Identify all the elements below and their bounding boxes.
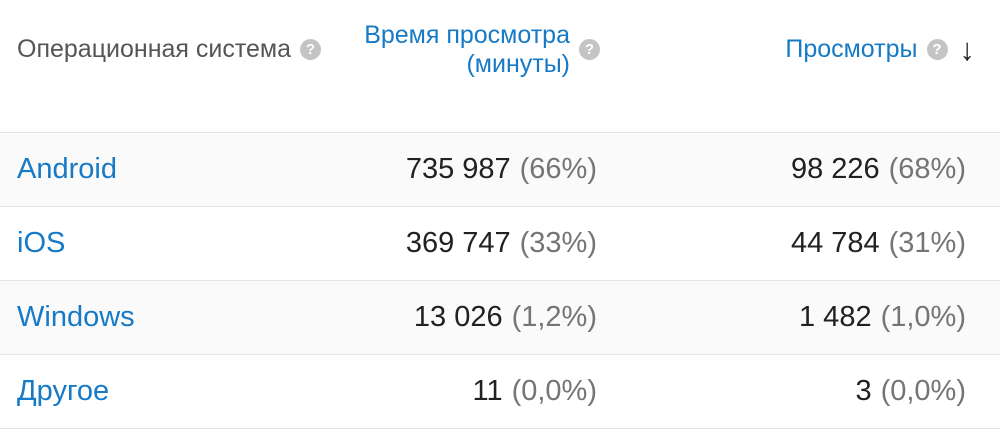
column-header-watch-time[interactable]: Время просмотра (минуты) ? [340,21,600,79]
views-value: 98 226 [790,153,880,185]
os-link[interactable]: iOS [17,227,66,259]
watch-time-cell: 735 987 (66%) [340,153,600,186]
os-cell: iOS [0,227,340,260]
watch-time-percent: (1,2%) [511,301,597,333]
views-cell: 98 226 (68%) [600,153,1000,186]
views-cell: 44 784 (31%) [600,227,1000,260]
views-value: 44 784 [790,227,880,259]
table-row: iOS 369 747 (33%) 44 784 (31%) [0,207,1000,281]
views-percent: (0,0%) [880,375,966,407]
watch-time-value: 369 747 [405,227,511,259]
watch-time-value: 11 [472,375,503,407]
table-row: Другое 11 (0,0%) 3 (0,0%) [0,355,1000,429]
os-link[interactable]: Другое [17,375,110,407]
help-icon[interactable]: ? [926,39,948,60]
views-value: 3 [855,375,872,407]
watch-time-cell: 369 747 (33%) [340,227,600,260]
views-percent: (68%) [888,153,966,185]
table-header-row: Операционная система ? Время просмотра (м… [0,0,1000,133]
os-link[interactable]: Android [17,153,117,185]
watch-time-percent: (33%) [519,227,597,259]
os-cell: Windows [0,301,340,334]
os-cell: Android [0,153,340,186]
views-cell: 1 482 (1,0%) [600,301,1000,334]
views-percent: (1,0%) [880,301,966,333]
help-icon[interactable]: ? [300,39,322,60]
column-header-views[interactable]: Просмотры ? ↓ [600,34,1000,65]
column-header-os-label: Операционная система [17,35,292,63]
views-cell: 3 (0,0%) [600,375,1000,408]
table-row: Android 735 987 (66%) 98 226 (68%) [0,133,1000,207]
column-header-watch-time-label: Время просмотра (минуты) [364,21,570,79]
watch-time-cell: 13 026 (1,2%) [340,301,600,334]
sort-desc-icon: ↓ [959,32,976,67]
help-icon[interactable]: ? [579,39,600,60]
watch-time-label-line1: Время просмотра [364,20,570,49]
column-header-views-label: Просмотры [785,35,918,63]
watch-time-value: 13 026 [413,301,503,333]
watch-time-value: 735 987 [405,153,511,185]
os-cell: Другое [0,375,340,408]
watch-time-label-line2: (минуты) [466,49,570,78]
watch-time-percent: (66%) [519,153,597,185]
views-value: 1 482 [799,301,872,333]
watch-time-cell: 11 (0,0%) [340,375,600,408]
watch-time-percent: (0,0%) [511,375,597,407]
column-header-os[interactable]: Операционная система ? [0,35,340,64]
table-row: Windows 13 026 (1,2%) 1 482 (1,0%) [0,281,1000,355]
os-link[interactable]: Windows [17,301,135,333]
views-percent: (31%) [888,227,966,259]
